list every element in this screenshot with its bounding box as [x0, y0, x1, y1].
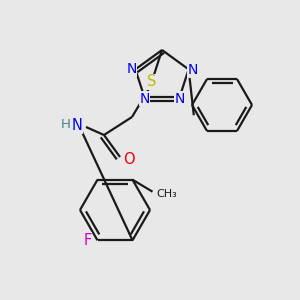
Text: N: N: [126, 62, 136, 76]
Text: F: F: [83, 233, 92, 248]
Text: N: N: [140, 92, 150, 106]
Text: N: N: [188, 63, 198, 77]
Text: H: H: [61, 118, 71, 131]
Text: N: N: [174, 92, 184, 106]
Text: O: O: [123, 152, 135, 166]
Text: CH₃: CH₃: [156, 189, 177, 199]
Text: S: S: [147, 74, 157, 89]
Text: N: N: [72, 118, 83, 134]
